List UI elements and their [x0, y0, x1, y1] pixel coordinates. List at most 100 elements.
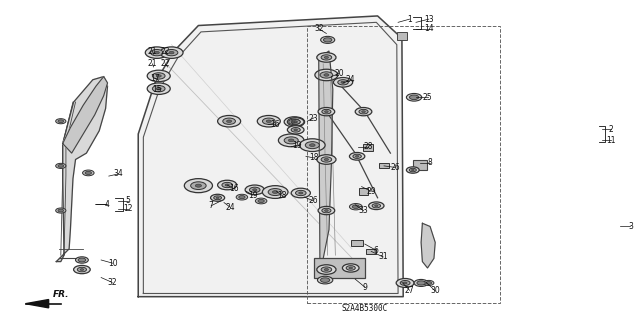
Circle shape: [310, 144, 315, 146]
Text: 25: 25: [422, 93, 433, 102]
Text: 9: 9: [362, 283, 367, 292]
Text: 21: 21: [148, 47, 157, 56]
Circle shape: [324, 111, 328, 113]
Circle shape: [284, 137, 298, 144]
Circle shape: [255, 198, 267, 204]
Text: 18: 18: [309, 153, 318, 162]
Text: 15: 15: [152, 85, 162, 94]
Circle shape: [317, 265, 336, 274]
Circle shape: [262, 118, 275, 124]
Circle shape: [165, 49, 178, 56]
Circle shape: [289, 119, 300, 125]
Polygon shape: [421, 223, 435, 268]
Circle shape: [322, 109, 331, 114]
Text: 29: 29: [366, 187, 376, 196]
Text: 16: 16: [270, 120, 280, 129]
Circle shape: [156, 75, 161, 77]
Text: 18: 18: [277, 191, 286, 200]
Circle shape: [292, 121, 297, 123]
Circle shape: [291, 120, 300, 124]
Bar: [314, 258, 365, 278]
Circle shape: [346, 266, 355, 270]
Circle shape: [341, 81, 345, 83]
Circle shape: [299, 192, 303, 194]
Text: 6: 6: [374, 246, 379, 255]
Circle shape: [318, 206, 335, 215]
Bar: [413, 160, 427, 170]
Circle shape: [372, 204, 381, 208]
Circle shape: [250, 187, 260, 192]
Text: 24: 24: [346, 75, 356, 84]
Circle shape: [426, 282, 431, 284]
Circle shape: [321, 267, 332, 272]
Circle shape: [74, 265, 90, 274]
Text: 26: 26: [308, 197, 319, 205]
Circle shape: [406, 167, 419, 173]
Bar: [366, 249, 376, 254]
Text: 31: 31: [378, 252, 388, 261]
Text: 32: 32: [107, 278, 117, 287]
Circle shape: [355, 155, 359, 157]
Text: 28: 28: [364, 142, 372, 151]
Circle shape: [294, 121, 298, 123]
Text: 17: 17: [150, 74, 160, 83]
Circle shape: [76, 257, 88, 263]
Circle shape: [342, 264, 359, 272]
Circle shape: [324, 210, 328, 211]
Circle shape: [424, 280, 434, 286]
Circle shape: [278, 134, 304, 147]
Circle shape: [216, 197, 219, 198]
Text: 13: 13: [424, 15, 434, 24]
Circle shape: [145, 47, 168, 58]
Circle shape: [353, 205, 360, 209]
Text: 8: 8: [428, 158, 433, 167]
Circle shape: [289, 139, 294, 142]
Text: 32: 32: [314, 24, 324, 33]
Circle shape: [403, 282, 407, 284]
Text: 11: 11: [607, 136, 616, 145]
Circle shape: [56, 163, 66, 168]
Circle shape: [321, 55, 332, 60]
Bar: [397, 32, 407, 40]
Circle shape: [147, 83, 170, 94]
Text: 10: 10: [108, 259, 118, 268]
Circle shape: [359, 109, 368, 114]
Bar: [307, 26, 500, 303]
Circle shape: [152, 85, 165, 92]
Circle shape: [296, 190, 306, 196]
Circle shape: [412, 169, 414, 171]
Text: 26: 26: [390, 163, 401, 172]
Circle shape: [396, 278, 414, 287]
Circle shape: [355, 108, 372, 116]
Circle shape: [406, 93, 422, 101]
Circle shape: [223, 118, 236, 124]
Circle shape: [320, 72, 333, 78]
Text: 4: 4: [104, 200, 109, 209]
Circle shape: [349, 152, 365, 160]
Circle shape: [323, 38, 332, 42]
Circle shape: [160, 47, 183, 58]
Circle shape: [154, 51, 159, 54]
Circle shape: [315, 69, 338, 81]
Circle shape: [83, 170, 94, 176]
Circle shape: [262, 186, 288, 198]
Circle shape: [324, 269, 328, 271]
Text: 34: 34: [113, 169, 124, 178]
Circle shape: [258, 199, 264, 203]
Circle shape: [58, 120, 63, 122]
Circle shape: [321, 157, 332, 162]
Circle shape: [195, 184, 202, 187]
Circle shape: [333, 78, 353, 87]
Circle shape: [218, 115, 241, 127]
Circle shape: [338, 80, 348, 85]
Text: 27: 27: [404, 286, 415, 295]
Circle shape: [284, 117, 305, 127]
Circle shape: [85, 171, 92, 174]
Text: 22: 22: [161, 59, 170, 68]
Circle shape: [400, 280, 410, 286]
Circle shape: [287, 126, 304, 134]
Circle shape: [414, 279, 428, 286]
Circle shape: [56, 208, 66, 213]
Text: 22: 22: [161, 47, 170, 56]
Polygon shape: [26, 300, 49, 308]
